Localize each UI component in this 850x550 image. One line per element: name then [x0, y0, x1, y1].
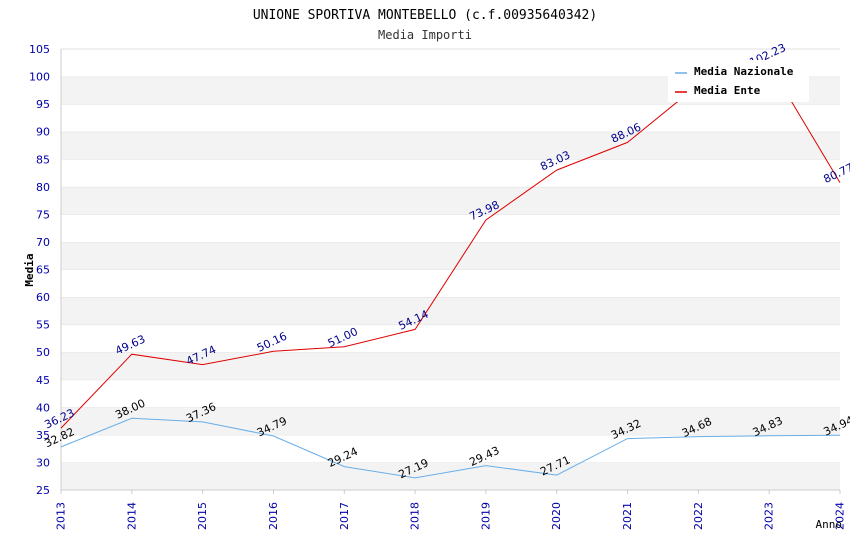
y-tick-label: 60 — [36, 291, 50, 304]
y-tick-label: 35 — [36, 429, 50, 442]
axes: 25 30 35 40 45 50 55 60 65 70 75 80 85 90 95 100 105 2013… — [29, 43, 847, 530]
y-tick-label: 40 — [36, 401, 50, 414]
grid-band — [61, 214, 840, 242]
y-tick-label: 30 — [36, 456, 50, 469]
y-tick-label: 90 — [36, 126, 50, 139]
chart-subtitle: Media Importi — [378, 28, 472, 42]
x-tick-label: 2017 — [338, 502, 351, 530]
y-tick-label: 85 — [36, 153, 50, 166]
x-tick-label: 2020 — [550, 502, 563, 530]
y-tick-label: 95 — [36, 98, 50, 111]
grid-band — [61, 462, 840, 490]
grid-band — [61, 297, 840, 325]
y-tick-label: 65 — [36, 264, 50, 277]
series-line-media-nazionale — [60, 417, 841, 479]
y-tick-label: 75 — [36, 208, 50, 221]
y-tick-label: 70 — [36, 236, 50, 249]
y-tick-label: 100 — [29, 71, 50, 84]
x-tick-label: 2015 — [196, 502, 209, 530]
x-tick-label: 2024 — [834, 502, 847, 530]
x-tick-label: 2019 — [479, 502, 492, 530]
x-tick-label: 2022 — [692, 502, 705, 530]
grid-band — [61, 269, 840, 298]
x-tick-label: 2023 — [763, 502, 776, 530]
y-tick-label: 105 — [29, 43, 50, 56]
legend-label-media-ente: Media Ente — [694, 84, 761, 97]
y-tick-label: 50 — [36, 346, 50, 359]
grid-bands — [61, 48, 840, 490]
legend-label-media-nazionale: Media Nazionale — [694, 65, 794, 78]
y-tick-label: 55 — [36, 319, 50, 332]
legend-box — [668, 60, 809, 102]
x-axis-label: Anno — [816, 518, 843, 531]
x-tick-label: 2021 — [621, 502, 634, 530]
grid-band — [61, 104, 840, 132]
chart-title: UNIONE SPORTIVA MONTEBELLO (c.f.00935640… — [253, 8, 597, 23]
y-tick-label: 80 — [36, 181, 50, 194]
y-tick-label: 45 — [36, 374, 50, 387]
x-tick-label: 2013 — [55, 502, 68, 530]
y-tick-label: 25 — [36, 484, 50, 497]
legend: Media Nazionale Media Ente — [668, 60, 809, 102]
grid-band — [61, 324, 840, 353]
grid-band — [61, 241, 840, 270]
x-tick-label: 2018 — [409, 502, 422, 530]
grid-band — [61, 379, 840, 408]
grid-band — [61, 131, 840, 160]
grid-band — [61, 352, 840, 380]
x-tick-label: 2016 — [267, 502, 280, 530]
y-axis-label: Media — [23, 253, 36, 286]
grid-band — [61, 434, 840, 463]
grid-band — [61, 159, 840, 187]
x-tick-label: 2014 — [125, 502, 138, 530]
grid-band — [61, 186, 840, 215]
